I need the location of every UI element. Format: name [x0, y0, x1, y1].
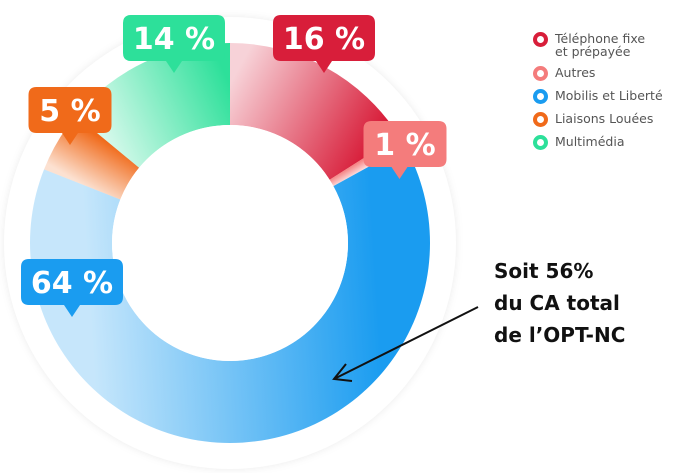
legend-item: Liaisons Louées	[533, 112, 663, 127]
value-label: 1 %	[374, 128, 435, 163]
legend-swatch	[533, 32, 548, 47]
arrow-line	[335, 306, 479, 379]
value-label: 16 %	[283, 22, 365, 57]
value-label: 5 %	[39, 94, 100, 129]
donut-segment	[30, 146, 431, 443]
bubble	[123, 15, 225, 73]
annotation: du CA total	[494, 291, 620, 315]
arrow-head	[332, 363, 353, 382]
legend-item: Autres	[533, 66, 663, 81]
legend-swatch	[533, 135, 548, 150]
value-label: 64 %	[31, 266, 113, 301]
bubble	[363, 121, 447, 179]
legend: Téléphone fixe et prépayée Autres Mobilis …	[533, 32, 663, 158]
bubble	[273, 15, 375, 73]
annotation: Soit 56%	[494, 259, 593, 283]
legend-swatch	[533, 66, 548, 81]
legend-label: Mobilis et Liberté	[555, 88, 663, 103]
legend-label: Téléphone fixe et prépayée	[555, 31, 646, 59]
donut-segment	[75, 43, 230, 168]
legend-swatch	[533, 112, 548, 127]
value-label: 14 %	[133, 22, 215, 57]
legend-label: Multimédia	[555, 134, 625, 149]
legend-label: Autres	[555, 65, 596, 80]
bubble	[28, 87, 112, 145]
annotation: de l’OPT-NC	[494, 323, 625, 347]
legend-item: Téléphone fixe et prépayée	[533, 32, 663, 58]
donut-hole	[112, 125, 348, 361]
legend-item: Mobilis et Liberté	[533, 89, 663, 104]
legend-label: Liaisons Louées	[555, 111, 654, 126]
legend-swatch	[533, 89, 548, 104]
donut-segment	[230, 43, 399, 180]
legend-item: Multimédia	[533, 135, 663, 150]
bubble	[21, 259, 123, 317]
